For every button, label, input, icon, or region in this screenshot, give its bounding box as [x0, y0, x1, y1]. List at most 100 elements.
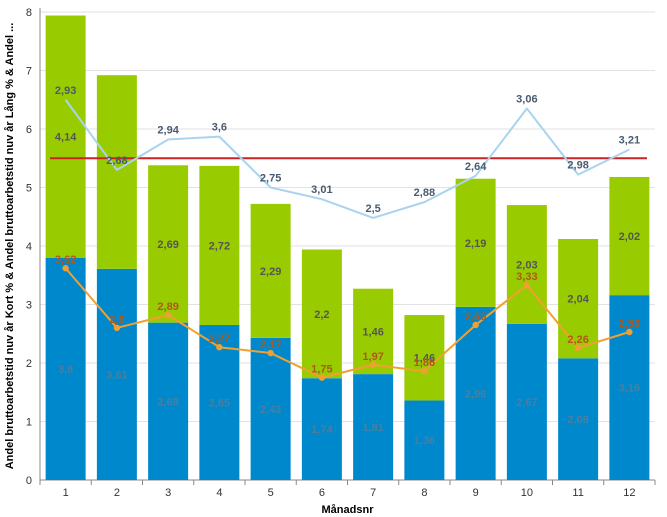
line-data-label: 2,89 [157, 301, 178, 313]
bar-data-label: 3,61 [106, 369, 127, 381]
bar-segment [404, 315, 445, 401]
bar-data-label: 2,69 [157, 239, 178, 251]
bar-segment [45, 257, 86, 480]
bar-data-label: 1,81 [362, 422, 383, 434]
bar-data-label: 3,16 [619, 383, 640, 395]
bar-segment [250, 337, 291, 480]
light-blue-series-line [64, 99, 630, 219]
orange-series-point [369, 361, 377, 368]
bar-data-label: 1,46 [362, 326, 383, 338]
line-data-label: 1,75 [311, 364, 332, 376]
x-tick-label: 11 [572, 487, 583, 499]
orange-series-line [64, 267, 630, 379]
line-data-label: 2,53 [619, 318, 640, 330]
bar-segment [506, 205, 547, 324]
orange-series-point [626, 328, 633, 336]
bar-segment [609, 295, 650, 480]
bar-data-label: 1,36 [414, 435, 435, 447]
bar-segment [148, 165, 189, 323]
x-tick-label: 5 [268, 487, 274, 499]
bar-segment [353, 374, 394, 480]
bar-data-label: 2,19 [465, 238, 486, 250]
line-data-label: 3,01 [311, 184, 332, 196]
orange-series-point [472, 321, 479, 329]
x-tick-label: 4 [216, 487, 222, 499]
y-axis-title: Andel bruttoarbetstid nuv år Kort % & An… [4, 23, 16, 470]
x-tick-label: 10 [521, 487, 533, 499]
bar-data-label: 2,29 [260, 266, 281, 278]
bar-data-label: 1,46 [414, 353, 435, 365]
orange-series-point [267, 349, 274, 357]
orange-series-point [574, 344, 582, 351]
bar-segment [250, 203, 291, 338]
x-tick-label: 12 [623, 487, 635, 499]
line-data-label: 2,75 [260, 173, 281, 185]
x-tick-label: 9 [473, 487, 479, 499]
x-tick-label: 3 [165, 487, 171, 499]
y-tick-label: 8 [26, 7, 32, 19]
line-data-label: 2,93 [55, 85, 76, 97]
x-tick-label: 1 [63, 487, 69, 499]
orange-series-point [421, 367, 428, 375]
bar-data-label: 2,08 [567, 414, 588, 426]
bar-data-label: 2,69 [157, 396, 178, 408]
line-data-label: 3,6 [212, 122, 227, 134]
line-data-label: 3,06 [516, 94, 537, 106]
bar-segment [301, 378, 342, 480]
bar-segment [404, 400, 445, 480]
bar-data-label: 1,74 [311, 424, 333, 436]
y-tick-label: 7 [26, 66, 32, 78]
bar-segment [301, 249, 342, 379]
x-tick-label: 6 [319, 487, 325, 499]
orange-series-point [216, 344, 223, 351]
bar-segment [506, 323, 547, 480]
orange-series-point [113, 324, 121, 332]
y-tick-label: 4 [26, 241, 32, 253]
line-data-label: 2,6 [109, 314, 124, 326]
line-data-label: 2,65 [465, 311, 486, 323]
bar-data-label: 2,02 [619, 231, 640, 243]
line-data-label: 3,62 [55, 254, 76, 266]
bar-segment [558, 358, 599, 480]
bar-segment [96, 75, 137, 269]
bar-segment [609, 176, 650, 296]
y-tick-label: 5 [26, 183, 32, 195]
y-tick-label: 2 [26, 358, 32, 370]
bar-data-label: 2,2 [314, 309, 329, 321]
line-data-label: 2,26 [567, 334, 588, 346]
line-data-label: 1,86 [414, 357, 435, 369]
orange-series-point [62, 265, 69, 272]
line-data-label: 2,88 [414, 187, 435, 199]
x-tick-label: 7 [370, 487, 376, 499]
line-data-label: 2,68 [106, 155, 127, 167]
bar-data-label: 2,72 [209, 240, 230, 252]
line-data-label: 2,64 [465, 161, 487, 173]
bar-data-label: 2,67 [516, 397, 537, 409]
bar-data-label: 3,8 [58, 364, 73, 376]
line-data-label: 2,94 [157, 125, 179, 137]
bar-segment [199, 324, 240, 480]
bar-data-label: 4,14 [55, 132, 77, 144]
bar-segment [45, 15, 86, 258]
orange-series-point [523, 281, 531, 289]
line-data-label: 3,21 [619, 134, 640, 146]
x-axis-title: Månadsnr [322, 504, 375, 516]
y-tick-label: 1 [26, 417, 32, 429]
y-tick-label: 3 [26, 300, 32, 312]
line-data-label: 2,27 [209, 333, 230, 345]
line-data-label: 2,98 [567, 160, 588, 172]
line-data-label: 1,97 [362, 351, 383, 363]
bar-segment [455, 178, 496, 307]
bar-data-label: 2,43 [260, 404, 281, 416]
line-data-label: 2,5 [365, 203, 380, 215]
y-tick-label: 6 [26, 124, 32, 136]
x-tick-label: 8 [421, 487, 427, 499]
bar-segment [199, 165, 240, 325]
line-data-label: 2,17 [260, 339, 281, 351]
bar-segment [148, 322, 189, 480]
bar-segment [96, 268, 137, 480]
orange-series-point [318, 374, 326, 381]
orange-series-point [164, 311, 172, 319]
